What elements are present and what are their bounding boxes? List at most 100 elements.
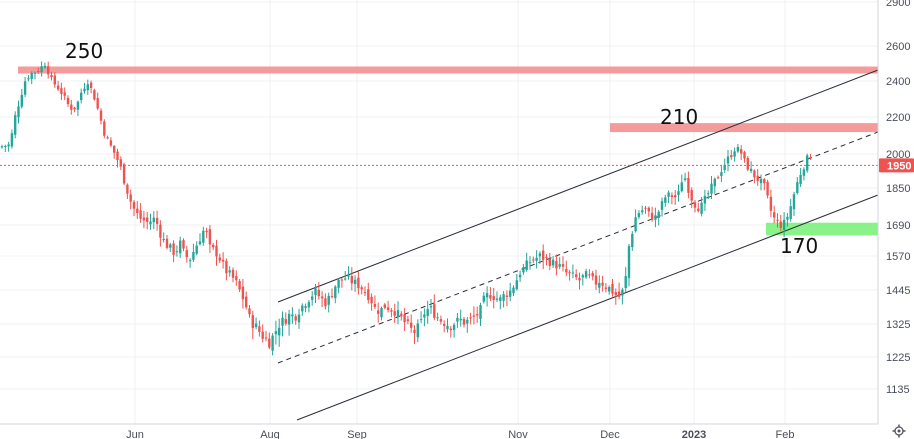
annotation-support: 170 (780, 234, 818, 258)
candle-body (796, 182, 799, 193)
candle-body (390, 310, 393, 312)
candle-body (386, 307, 390, 311)
candle-body (274, 331, 278, 335)
candle-body (535, 257, 538, 261)
candle-body (53, 75, 56, 85)
candle-body (281, 317, 284, 326)
candle-body (693, 202, 697, 208)
candle-body (27, 78, 30, 80)
last-price-badge (879, 158, 914, 173)
candle-body (278, 327, 281, 336)
candle-body (73, 107, 76, 110)
candle-body (637, 213, 641, 218)
x-tick-label: Jun (126, 429, 144, 439)
candle-body (782, 219, 786, 230)
y-tick-label: 1445 (886, 285, 910, 297)
y-tick-label: 1690 (886, 220, 910, 232)
candle-body (152, 217, 155, 223)
candle-body (799, 174, 802, 185)
candle-body (83, 88, 86, 92)
candle-body (258, 326, 261, 332)
candle-body (367, 289, 370, 301)
candle-body (50, 75, 53, 77)
candle-body (70, 104, 73, 110)
candle-body (347, 275, 350, 277)
candle-body (146, 217, 149, 222)
candle-body (294, 316, 297, 321)
candle-body (489, 295, 492, 299)
candle-body (710, 183, 713, 194)
candle-body (221, 259, 225, 262)
candle-body (736, 147, 740, 152)
candle-body (584, 271, 588, 278)
candle-body (571, 272, 575, 274)
candle-body (641, 210, 644, 213)
candle-body (703, 195, 707, 204)
candle-body (545, 256, 548, 258)
candle-body (443, 324, 446, 326)
candle-body (479, 305, 482, 319)
candle-body (330, 296, 334, 298)
candle-body (202, 230, 205, 243)
candle-body (106, 137, 109, 139)
candle-body (182, 240, 185, 249)
candle-body (205, 230, 208, 233)
candle-body (192, 251, 195, 260)
candle-body (749, 168, 753, 172)
candle-body (370, 296, 373, 304)
candle-body (492, 296, 495, 301)
candle-body (23, 81, 27, 95)
candle-body (103, 121, 106, 136)
candle-body (155, 217, 159, 224)
candle-body (528, 262, 532, 264)
price-axis: 2900 2600 2400 2200 2000 1850 1690 1570 1445 1325… (886, 0, 910, 396)
candle-body (291, 314, 294, 317)
candle-body (76, 101, 80, 110)
candle-body (687, 177, 690, 193)
candle-body (14, 115, 17, 135)
candle-body (674, 195, 677, 198)
candle-body (129, 194, 132, 202)
candle-body (611, 283, 614, 294)
y-tick-label: 2600 (886, 41, 910, 53)
candle-body (720, 172, 723, 177)
candle-body (297, 314, 301, 323)
candle-body (482, 295, 485, 302)
annotation-high: 250 (65, 39, 103, 63)
candle-body (353, 279, 357, 284)
candle-body (208, 229, 212, 245)
annotation-resistance: 210 (660, 105, 698, 129)
candle-body (756, 175, 759, 181)
candle-body (495, 298, 499, 300)
candle-body (317, 289, 320, 297)
candle-body (307, 302, 311, 308)
candle-body (733, 151, 736, 157)
candle-body (215, 245, 218, 257)
candle-body (601, 282, 604, 286)
y-tick-label: 1325 (886, 319, 910, 331)
candle-body (373, 304, 377, 307)
candle-body (436, 317, 439, 319)
candle-body (647, 207, 650, 212)
candle-body (707, 193, 710, 195)
candle-body (225, 260, 228, 274)
candle-body (598, 282, 601, 288)
candle-body (548, 258, 551, 266)
candle-body (350, 276, 353, 284)
candle-body (677, 191, 680, 195)
candle-body (363, 292, 367, 294)
candle-body (802, 169, 806, 176)
trend-channel (277, 69, 879, 421)
settings-gear-icon[interactable] (892, 424, 906, 438)
y-tick-label: 2000 (886, 149, 910, 161)
candle-body (7, 144, 10, 147)
candle-body (393, 311, 396, 316)
candle-body (419, 319, 423, 321)
candle-body (743, 152, 746, 159)
candle-body (631, 233, 634, 248)
price-axis-panel (878, 0, 914, 424)
candle-body (532, 259, 535, 261)
y-tick-label: 1850 (886, 183, 910, 195)
